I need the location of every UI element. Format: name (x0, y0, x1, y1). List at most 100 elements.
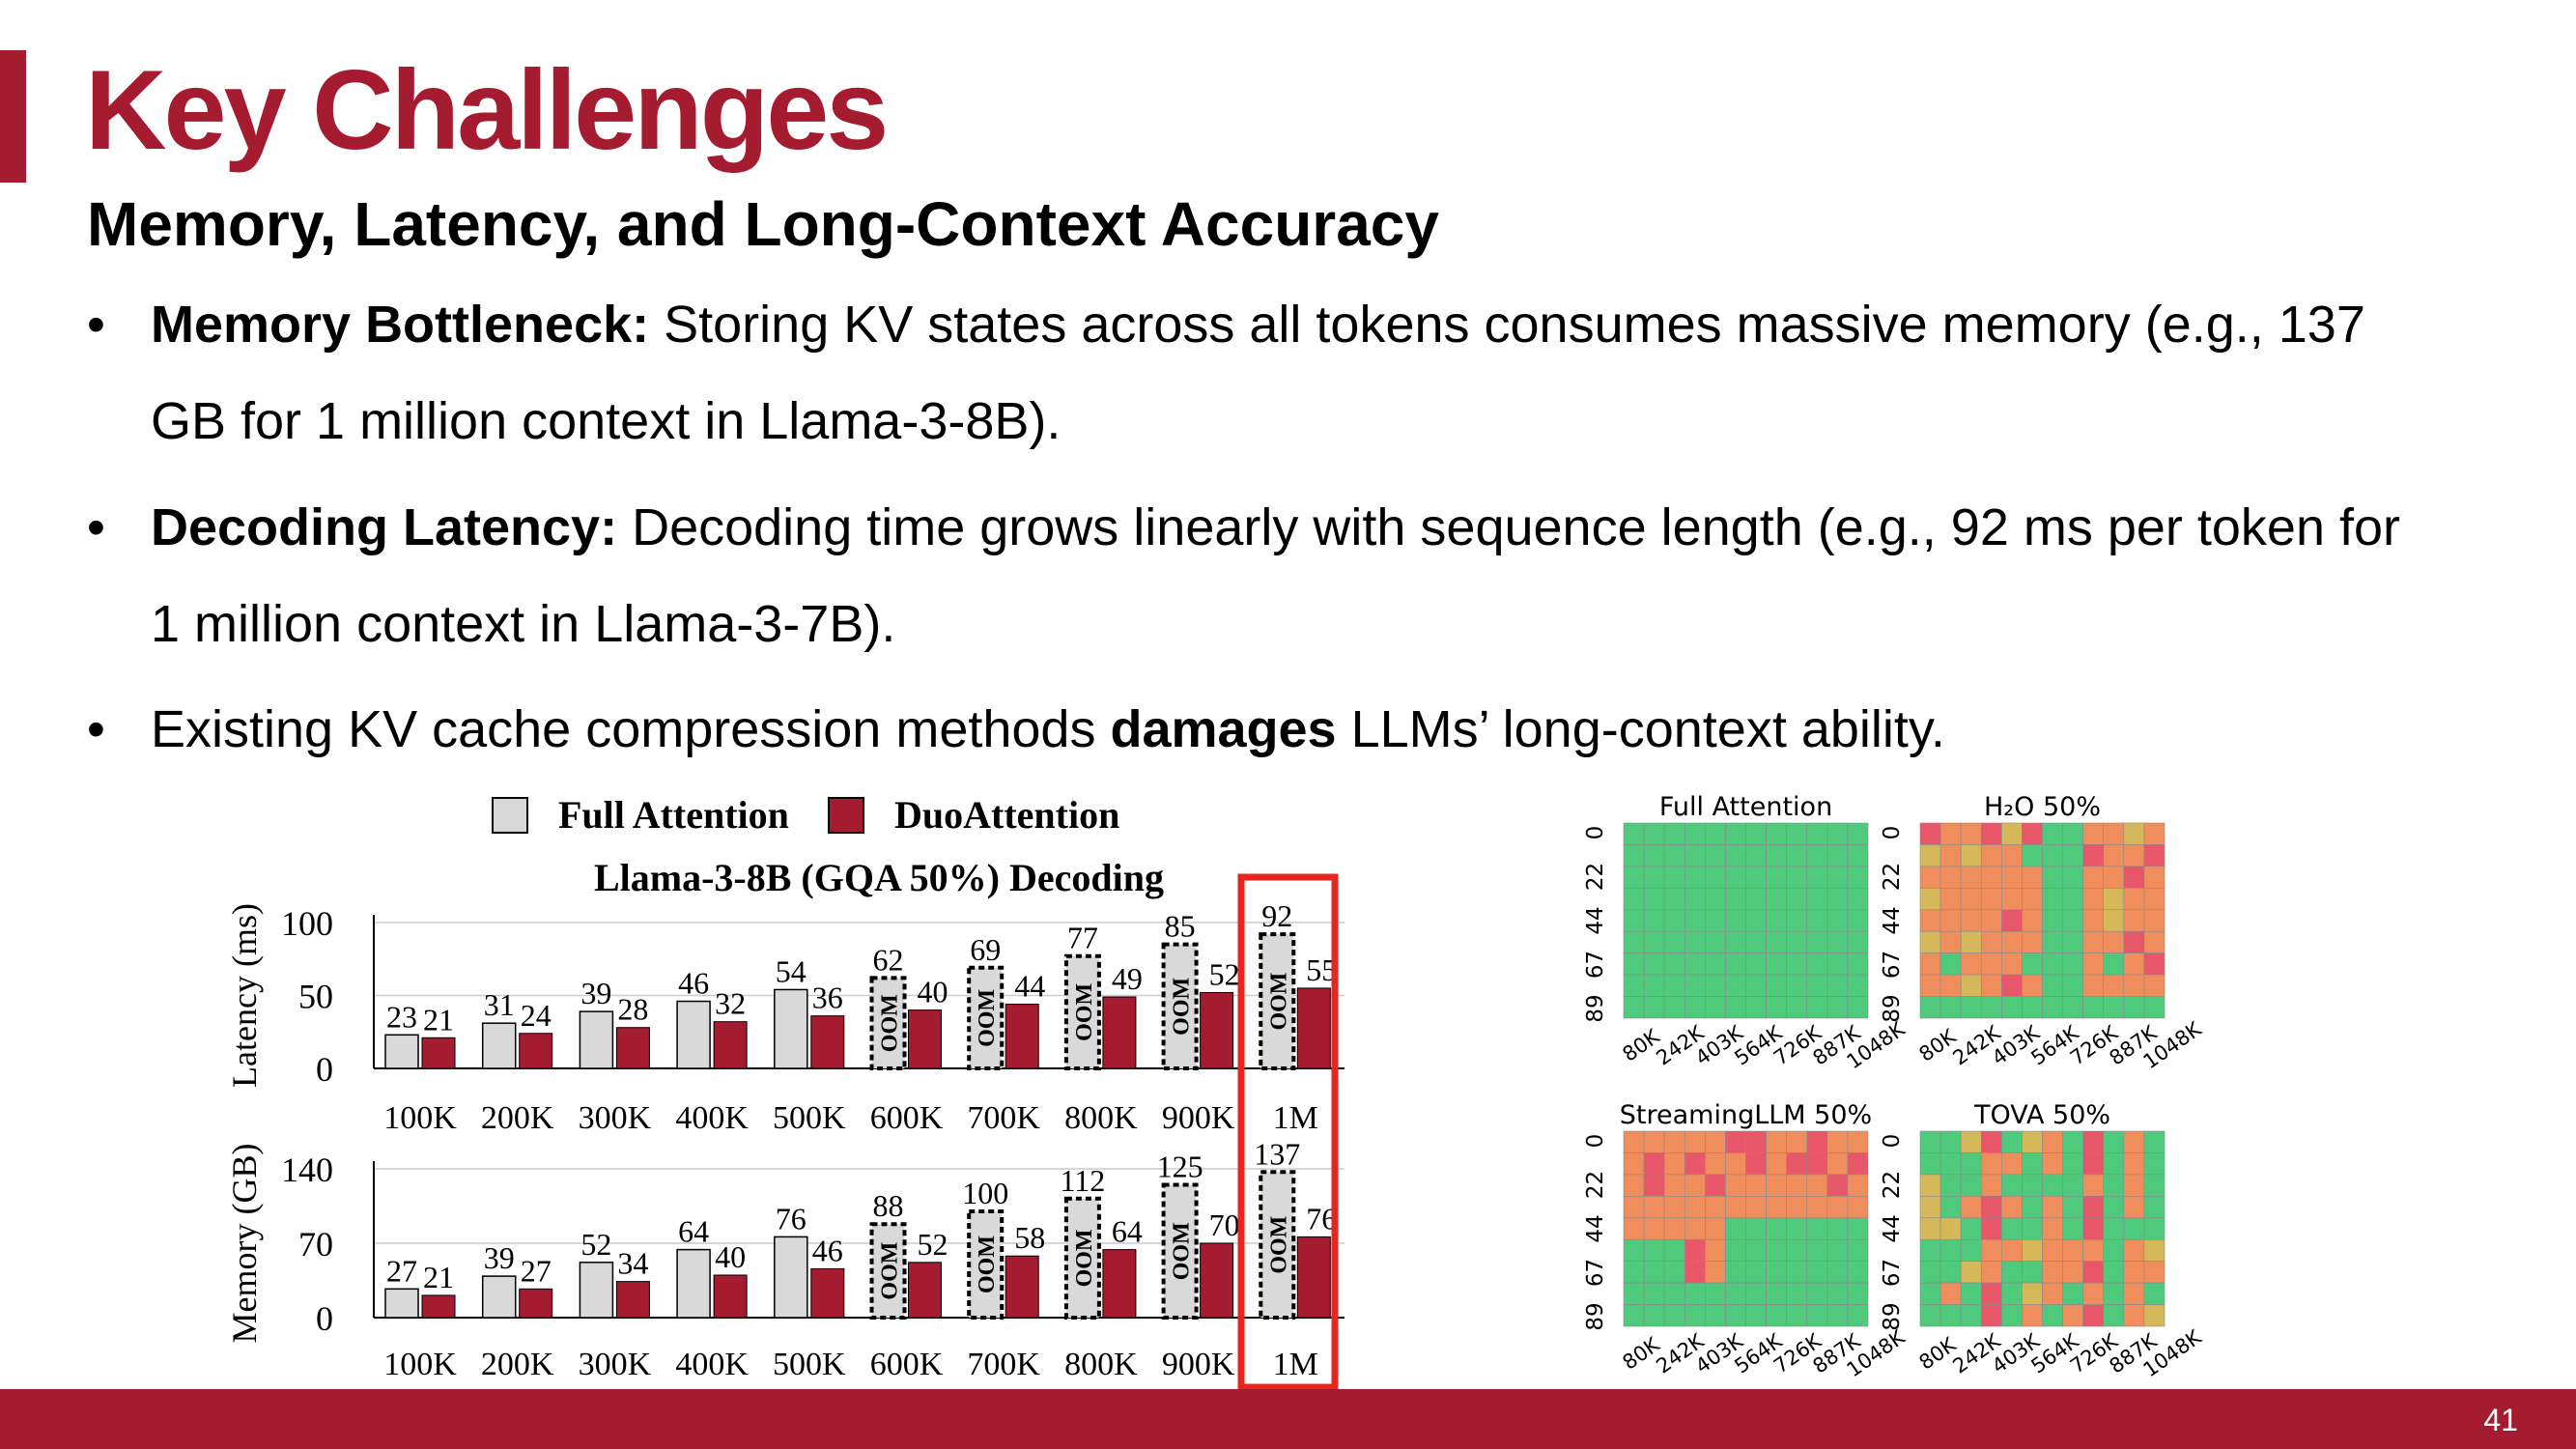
heatmap-cell (1705, 930, 1726, 953)
heatmap-cell (1643, 996, 1665, 1019)
heatmap-cell (2103, 1304, 2125, 1327)
heatmap-cell (1960, 952, 1982, 976)
heatmap-cell (1786, 909, 1808, 932)
heatmap-cell (1826, 1261, 1849, 1284)
heatmap-cell (1826, 888, 1849, 911)
heatmap-cell (1786, 930, 1808, 953)
heatmap-cell (1725, 1217, 1746, 1240)
heatmap-cell (1663, 844, 1685, 867)
x-tick-label: 400K (675, 1347, 749, 1382)
heatmap-cell (1786, 866, 1808, 889)
heatmap-cell (2062, 930, 2083, 953)
heatmap-cell (1623, 888, 1645, 911)
heatmap-cell (1960, 844, 1982, 867)
bar-full-attention (869, 976, 907, 1071)
heatmap-cell (1980, 930, 2002, 953)
heatmap-cell (2082, 1282, 2105, 1305)
heatmap-cell (1980, 844, 2002, 867)
heatmap-cell (1643, 844, 1665, 867)
heatmap-cell (1806, 1261, 1828, 1284)
bar-duoattention (908, 1009, 942, 1069)
heatmap-cell (2001, 996, 2023, 1019)
heatmap-cell (1745, 1152, 1767, 1176)
bar-duoattention (1102, 1249, 1137, 1319)
heatmap-cell (1806, 1282, 1828, 1305)
heatmap-cell (1623, 1152, 1645, 1176)
bar-full-attention (676, 1248, 711, 1319)
heatmap-cell (1663, 1261, 1685, 1284)
heatmap-cell (1847, 822, 1869, 845)
heatmap-cell (1745, 1130, 1767, 1153)
heatmap-cell (1960, 1261, 1982, 1284)
data-label-full-attention: 125 (1157, 1150, 1203, 1184)
heatmap-title: H₂O 50% (1984, 792, 2101, 822)
heatmap-cell (1663, 952, 1685, 976)
heatmap-cell (1980, 1238, 2002, 1262)
data-label-duoattention: 27 (521, 1253, 552, 1288)
heatmap-cell (2123, 1238, 2145, 1262)
heatmap-cell (2062, 996, 2083, 1019)
y-tick-label: 0 (316, 1299, 333, 1338)
heatmap-cell (1980, 909, 2002, 932)
heatmap-y-tick: 67 (1880, 1259, 1905, 1287)
heatmap-cell (2062, 1217, 2083, 1240)
heatmap-cell (1919, 996, 1941, 1019)
heatmap-cell (2123, 1196, 2145, 1219)
heatmap-cell (2062, 1130, 2083, 1153)
heatmap-title: Full Attention (1659, 792, 1832, 822)
data-label-duoattention: 52 (1209, 956, 1240, 991)
heatmap-cell (1826, 1196, 1849, 1219)
heatmap-cell (1725, 1304, 1746, 1327)
heatmap-cell (2082, 1304, 2105, 1327)
heatmap-cell (1725, 1196, 1746, 1219)
bar-full-attention (579, 1010, 614, 1069)
heatmap-cell (1623, 974, 1645, 997)
heatmap-cell (1643, 1174, 1665, 1197)
heatmap-cell (1705, 1282, 1726, 1305)
data-label-duoattention: 52 (918, 1227, 948, 1262)
heatmap-cell (2082, 1152, 2105, 1176)
bar-duoattention (421, 1294, 456, 1319)
heatmap-cell (1623, 930, 1645, 953)
heatmap-cell (2082, 952, 2105, 976)
heatmap-cell (1623, 909, 1645, 932)
heatmap-cell (1725, 1282, 1746, 1305)
heatmap-cell (1705, 974, 1726, 997)
heatmap-cell (1939, 844, 1962, 867)
data-label-duoattention: 36 (812, 980, 843, 1015)
heatmap-cell (1806, 974, 1828, 997)
heatmap-cell (1705, 888, 1726, 911)
heatmap-cell (2001, 1217, 2023, 1240)
data-label-duoattention: 40 (918, 975, 948, 1009)
heatmap-cell (1960, 1196, 1982, 1219)
heatmap-cell (1919, 1261, 1941, 1284)
heatmap-cell (2042, 1304, 2063, 1327)
heatmap-cell (1684, 1217, 1706, 1240)
heatmap-cell (1705, 1174, 1726, 1197)
heatmap-cell (2062, 1304, 2083, 1327)
heatmap-cell (1786, 844, 1808, 867)
heatmap-cell (1847, 1238, 1869, 1262)
heatmap-cell (1766, 1130, 1787, 1153)
heatmap-cell (1623, 822, 1645, 845)
legend-swatch-full-attention (492, 797, 528, 834)
heatmap-cell (1725, 1130, 1746, 1153)
heatmap-cell (1643, 930, 1665, 953)
heatmap-cell (2082, 866, 2105, 889)
heatmap-cell (1725, 996, 1746, 1019)
heatmap-cell (1725, 844, 1746, 867)
heatmap-y-tick: 0 (1583, 1134, 1608, 1149)
bar-duoattention (713, 1021, 748, 1069)
heatmap-cell (2001, 1304, 2023, 1327)
heatmap-cell (2022, 996, 2043, 1019)
title-accent-bar (0, 50, 26, 183)
oom-label: OOM (878, 994, 903, 1052)
heatmap-cell (1806, 888, 1828, 911)
heatmap-cell (2123, 844, 2145, 867)
heatmap-cell (1919, 844, 1941, 867)
heatmap-cell (1623, 844, 1645, 867)
heatmap-cell (2062, 822, 2083, 845)
heatmap-cell (1684, 822, 1706, 845)
heatmap-cell (2082, 974, 2105, 997)
heatmap-cell (1663, 974, 1685, 997)
